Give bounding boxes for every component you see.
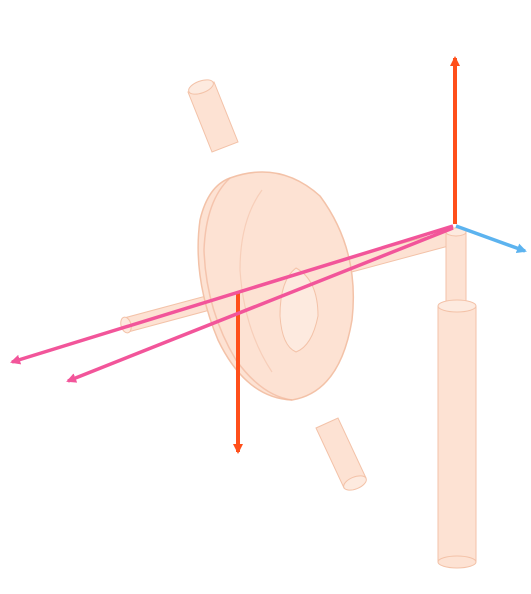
pink-direction-arrow-1 [10,224,454,365]
support-post [437,227,477,569]
blue-axis-arrow [455,224,527,253]
rotor-disc [197,171,355,401]
upper-axle-stub [187,79,239,153]
lower-axle-stub [315,417,367,491]
pink-direction-arrow-2 [66,226,454,383]
